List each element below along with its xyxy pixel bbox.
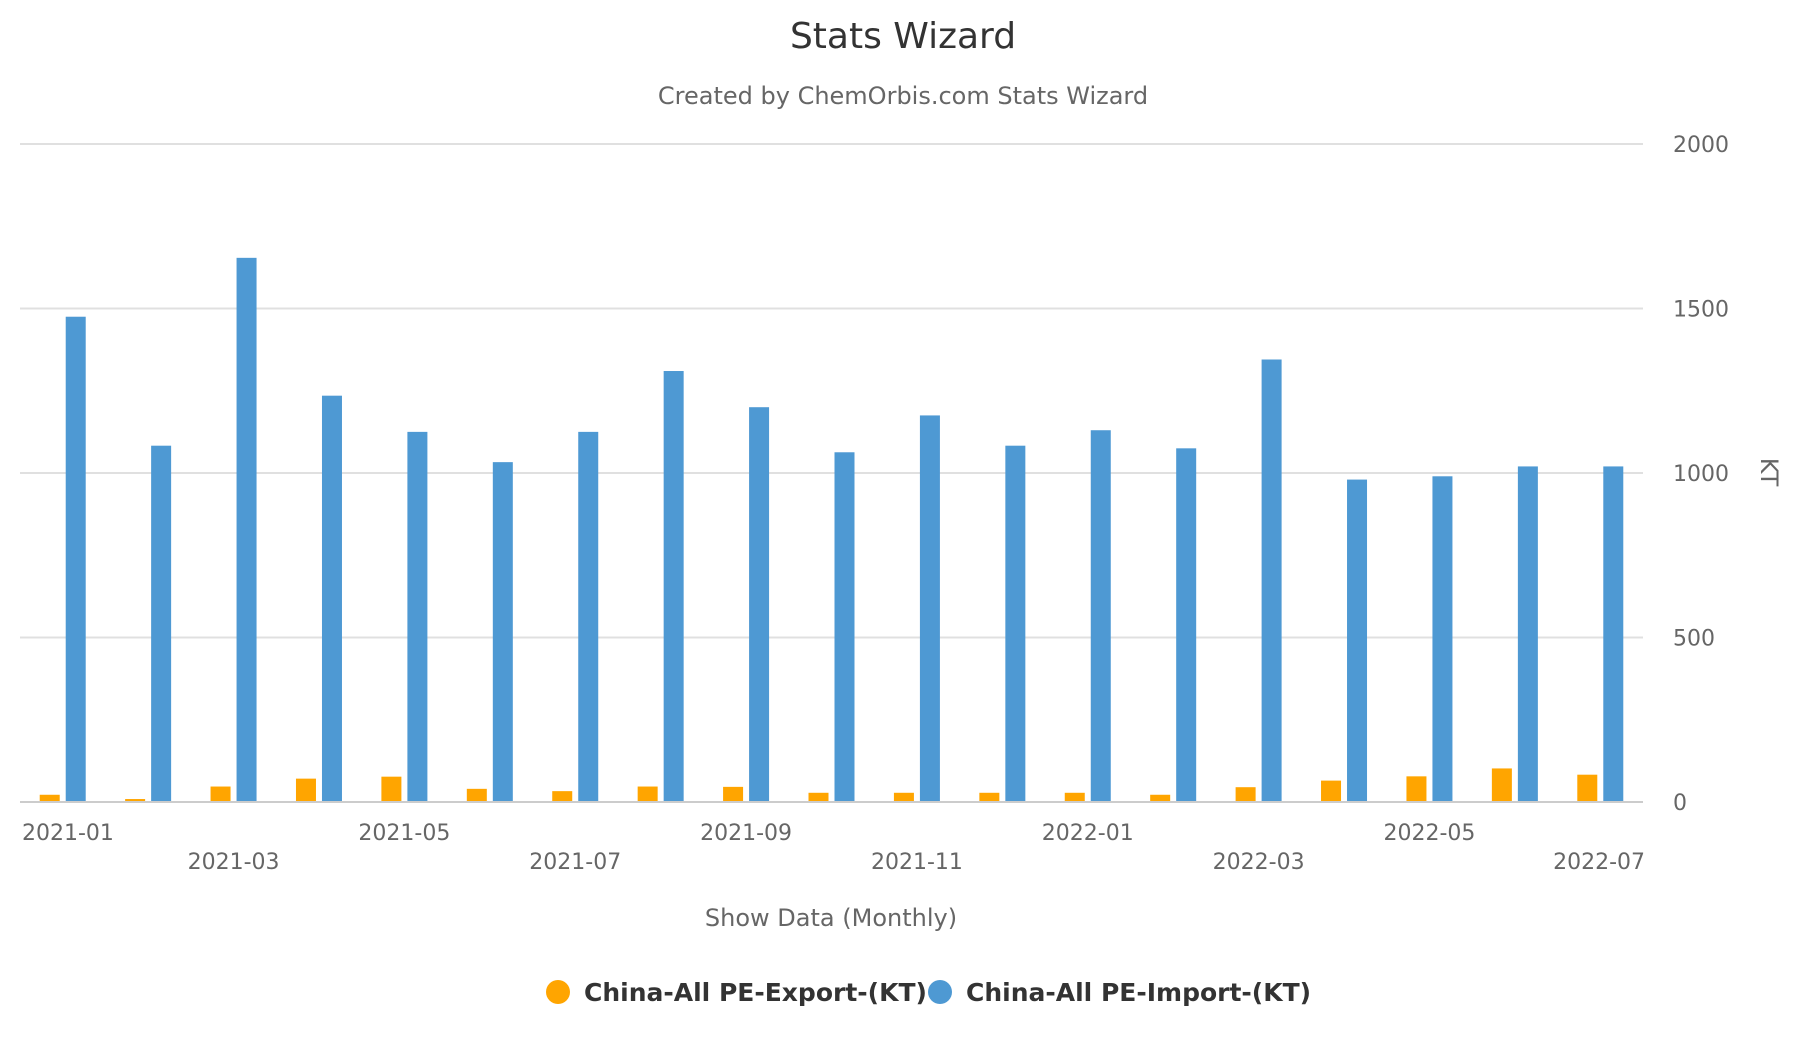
bar-import[interactable] xyxy=(492,462,513,802)
bar-import[interactable] xyxy=(578,431,599,802)
bar-import[interactable] xyxy=(1005,445,1026,802)
bar-export[interactable] xyxy=(637,786,658,802)
bar-export[interactable] xyxy=(723,786,744,802)
x-axis-ticks: 2021-01 2021-03 2021-05 2021-07 2021-09 2021-… xyxy=(22,821,1645,875)
y-tick-label: 1000 xyxy=(1673,462,1729,487)
bar-import[interactable] xyxy=(1176,448,1197,802)
chart-subtitle: Created by ChemOrbis.com Stats Wizard xyxy=(658,82,1148,110)
bar-import[interactable] xyxy=(1432,476,1453,802)
x-tick-label: 2021-05 xyxy=(358,821,450,846)
y-tick-label: 1500 xyxy=(1673,298,1729,323)
bar-export[interactable] xyxy=(1235,787,1256,802)
legend-label: China-All PE-Export-(KT) xyxy=(584,978,927,1007)
x-tick-label: 2021-07 xyxy=(529,850,621,875)
bar-import[interactable] xyxy=(1517,466,1538,802)
bar-import[interactable] xyxy=(151,445,172,802)
x-tick-label: 2021-03 xyxy=(188,850,280,875)
bar-export[interactable] xyxy=(125,799,146,802)
x-tick-label: 2021-11 xyxy=(871,850,963,875)
bar-export[interactable] xyxy=(552,791,573,802)
bar-import[interactable] xyxy=(749,407,770,802)
legend-item-export[interactable]: China-All PE-Export-(KT) xyxy=(546,978,927,1007)
x-tick-label: 2021-09 xyxy=(700,821,792,846)
legend-item-import[interactable]: China-All PE-Import-(KT) xyxy=(928,978,1311,1007)
bar-import[interactable] xyxy=(407,431,428,802)
x-tick-label: 2021-01 xyxy=(22,821,114,846)
bar-import[interactable] xyxy=(919,415,940,802)
x-tick-label: 2022-07 xyxy=(1553,850,1645,875)
bar-import[interactable] xyxy=(236,257,257,803)
legend-marker xyxy=(546,980,570,1004)
x-tick-label: 2022-01 xyxy=(1042,821,1134,846)
bar-import[interactable] xyxy=(1603,466,1624,802)
bar-export[interactable] xyxy=(1150,794,1171,802)
bar-import[interactable] xyxy=(834,452,855,802)
bar-export[interactable] xyxy=(1406,776,1427,802)
bar-import[interactable] xyxy=(663,371,684,802)
x-tick-label: 2022-03 xyxy=(1213,850,1305,875)
legend: China-All PE-Export-(KT) China-All PE-Imp… xyxy=(546,978,1311,1007)
y-tick-label: 0 xyxy=(1673,791,1687,816)
legend-label: China-All PE-Import-(KT) xyxy=(966,978,1311,1007)
bar-export[interactable] xyxy=(466,788,487,802)
chart-title: Stats Wizard xyxy=(790,16,1016,57)
bar-export[interactable] xyxy=(893,792,914,802)
bar-import[interactable] xyxy=(1347,479,1368,802)
y-tick-label: 500 xyxy=(1673,627,1715,652)
bar-export[interactable] xyxy=(1491,768,1512,802)
bar-import[interactable] xyxy=(1090,430,1111,802)
y-axis-ticks: 0 500 1000 1500 2000 xyxy=(1673,133,1729,816)
bar-export[interactable] xyxy=(39,794,60,802)
bar-export[interactable] xyxy=(1577,774,1598,802)
bars xyxy=(39,257,1624,803)
bar-export[interactable] xyxy=(295,778,316,802)
bar-export[interactable] xyxy=(979,792,1000,802)
bar-export[interactable] xyxy=(1321,780,1342,802)
bar-import[interactable] xyxy=(65,316,86,802)
bar-import[interactable] xyxy=(321,395,342,802)
y-axis-title: KT xyxy=(1755,458,1783,487)
x-tick-label: 2022-05 xyxy=(1383,821,1475,846)
bar-export[interactable] xyxy=(808,792,829,802)
legend-marker xyxy=(928,980,952,1004)
gridlines xyxy=(20,143,1643,639)
bar-import[interactable] xyxy=(1261,359,1282,802)
bar-export[interactable] xyxy=(381,776,402,802)
bar-export[interactable] xyxy=(210,786,231,802)
y-tick-label: 2000 xyxy=(1673,133,1729,158)
x-axis-title: Show Data (Monthly) xyxy=(705,904,957,932)
bar-export[interactable] xyxy=(1064,792,1085,802)
